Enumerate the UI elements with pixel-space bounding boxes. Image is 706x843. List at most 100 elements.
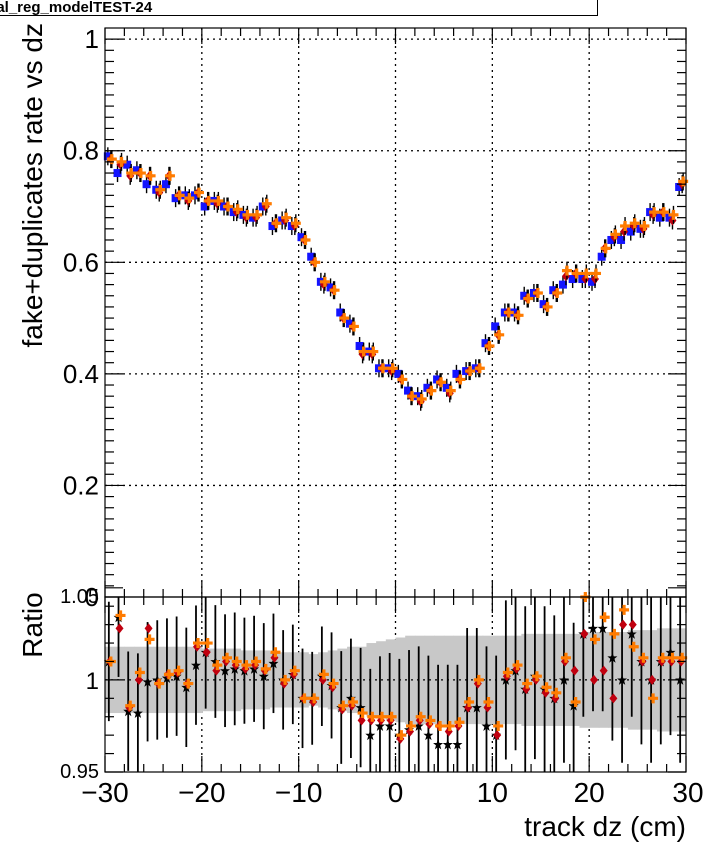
data-point [174, 190, 185, 201]
ratio-point [638, 652, 649, 663]
band-segment [201, 648, 213, 712]
ratio-point [473, 674, 484, 685]
data-point [539, 300, 548, 309]
ratio-point [132, 708, 143, 719]
data-point [668, 209, 679, 220]
ratio-point [251, 656, 262, 667]
ratio-point [648, 693, 659, 704]
ratio-point [667, 652, 678, 663]
data-point [655, 213, 664, 222]
ratio-point [423, 730, 434, 741]
ratio-point [192, 638, 203, 649]
data-point [484, 340, 495, 351]
ratio-point [212, 660, 223, 671]
band-segment [656, 628, 668, 732]
ratio-point [258, 671, 269, 682]
data-point [345, 319, 354, 328]
data-point [445, 385, 456, 396]
data-point [271, 218, 282, 229]
data-point [465, 366, 476, 377]
ratio-point [374, 720, 385, 731]
data-point [510, 308, 519, 317]
ratio-point [406, 720, 417, 731]
ratio-point [471, 702, 482, 713]
data-point [413, 392, 422, 401]
ratio-point [560, 652, 571, 663]
data-point [494, 329, 505, 340]
band-segment [405, 635, 416, 725]
data-point [678, 176, 689, 187]
ratio-point [599, 612, 610, 623]
data-point [261, 198, 272, 209]
data-point [326, 283, 335, 292]
ratio-point [570, 665, 579, 676]
data-point [520, 291, 529, 300]
ratio-point [551, 687, 562, 698]
data-point [336, 308, 345, 317]
x-tick-label: −20 [178, 777, 226, 808]
data-point [433, 375, 442, 384]
data-point [503, 307, 514, 318]
ratio-point [541, 682, 552, 693]
data-point [407, 391, 418, 402]
band-segment [443, 635, 455, 725]
ratio-point [425, 715, 436, 726]
ratio-point [493, 720, 504, 731]
ratio-point [483, 697, 494, 708]
data-point [481, 339, 490, 348]
ratio-point [493, 730, 502, 741]
band-segment [308, 654, 319, 706]
data-point [358, 346, 369, 357]
data-point [491, 322, 500, 331]
ratio-point [454, 717, 465, 728]
ratio-point [260, 663, 271, 674]
x-tick-label: 0 [388, 777, 404, 808]
ratio-point [590, 634, 601, 645]
band-segment [540, 633, 551, 726]
data-point [106, 154, 117, 165]
data-point [232, 204, 243, 215]
data-point [629, 218, 640, 229]
data-point [620, 221, 631, 232]
band-segment [511, 635, 522, 725]
data-point [513, 310, 524, 321]
ratio-point [628, 619, 637, 630]
plot-title: final_reg_modelTEST-24 [0, 0, 153, 16]
y-axis-label: fake+duplicates rate vs dz [17, 23, 48, 348]
data-point [126, 168, 137, 179]
x-tick-label: 20 [574, 777, 605, 808]
data-point [145, 170, 156, 181]
data-point [355, 341, 364, 350]
ratio-point [568, 700, 579, 711]
ratio-point [502, 667, 513, 678]
data-point [307, 252, 316, 261]
data-point [542, 301, 553, 312]
data-point [223, 201, 234, 212]
ratio-point [384, 720, 395, 731]
data-point [123, 160, 132, 169]
data-point [213, 195, 224, 206]
top-data-points [103, 147, 689, 411]
data-point [242, 209, 253, 220]
data-point [300, 234, 311, 245]
ratio-point [609, 693, 618, 704]
ratio-point [142, 676, 153, 687]
data-point [135, 168, 146, 179]
ratio-point [452, 739, 463, 750]
band-segment [192, 646, 203, 714]
data-point [184, 193, 195, 204]
ratio-point [607, 652, 618, 663]
band-segment [453, 635, 464, 725]
data-point [610, 229, 621, 240]
ratio-point [657, 652, 668, 663]
data-point [675, 182, 684, 191]
data-point [103, 152, 112, 161]
ratio-point [115, 610, 126, 621]
ratio-point [512, 660, 523, 671]
ratio-point [328, 678, 339, 689]
data-point [426, 385, 437, 396]
data-point [658, 207, 669, 218]
ratio-point [677, 652, 688, 663]
data-point [297, 233, 306, 242]
ratio-point [444, 720, 455, 731]
